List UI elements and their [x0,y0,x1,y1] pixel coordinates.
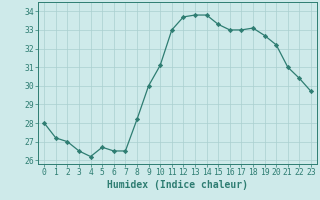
X-axis label: Humidex (Indice chaleur): Humidex (Indice chaleur) [107,180,248,190]
